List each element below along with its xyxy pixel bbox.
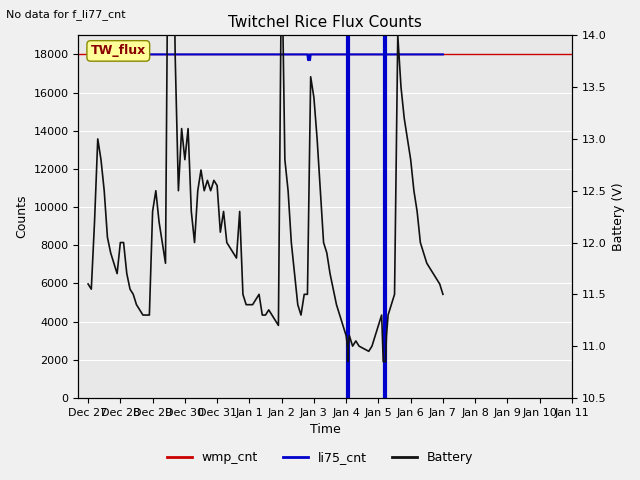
- Text: TW_flux: TW_flux: [91, 45, 146, 58]
- Legend: wmp_cnt, li75_cnt, Battery: wmp_cnt, li75_cnt, Battery: [162, 446, 478, 469]
- Y-axis label: Counts: Counts: [15, 195, 28, 239]
- Text: No data for f_li77_cnt: No data for f_li77_cnt: [6, 9, 126, 20]
- Title: Twitchel Rice Flux Counts: Twitchel Rice Flux Counts: [228, 15, 422, 30]
- X-axis label: Time: Time: [310, 423, 340, 436]
- Y-axis label: Battery (V): Battery (V): [612, 182, 625, 251]
